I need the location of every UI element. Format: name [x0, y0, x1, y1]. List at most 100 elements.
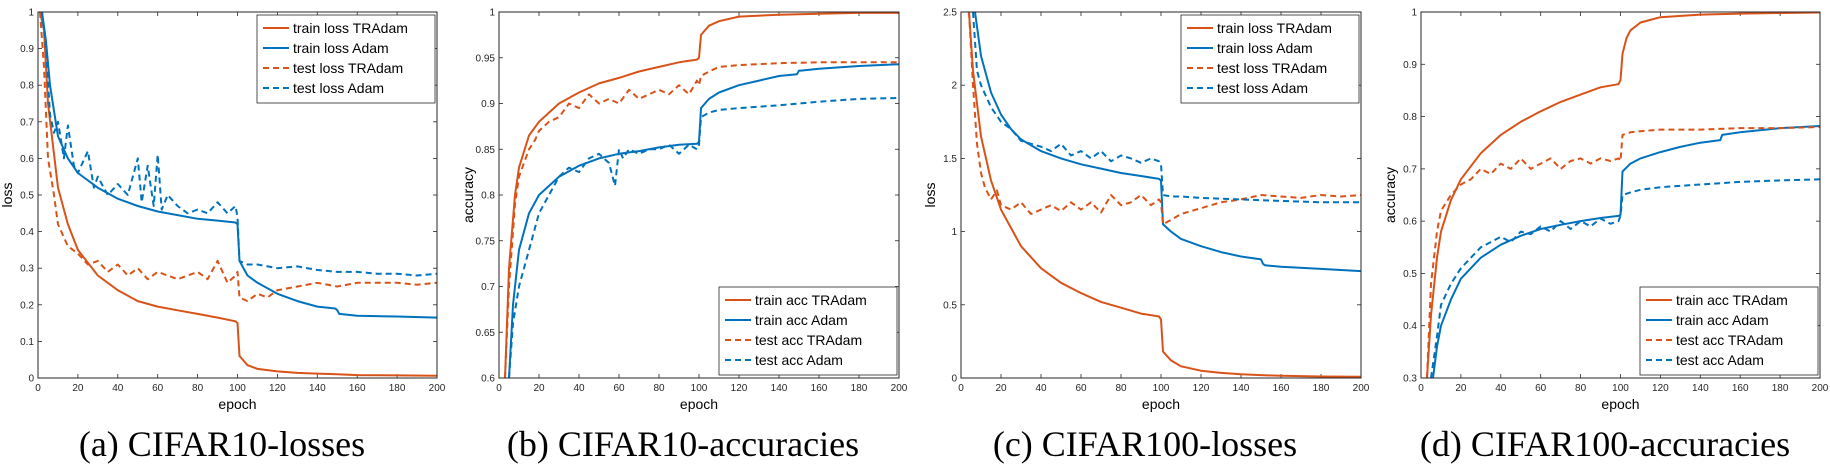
x-tick-label: 100	[691, 383, 708, 394]
panel-caption: (c) CIFAR100-losses	[993, 424, 1297, 464]
y-tick-label: 0.7	[20, 117, 34, 128]
legend-label: train acc TRAdam	[755, 292, 867, 308]
series-group	[39, 12, 437, 377]
series-group	[968, 12, 1361, 378]
y-tick-label: 0.5	[1403, 269, 1417, 280]
x-tick-label: 200	[891, 383, 908, 394]
series-line-4	[508, 97, 899, 378]
y-tick-label: 0.6	[481, 374, 495, 385]
plot-area-frame	[1420, 11, 1821, 379]
legend-label: test loss TRAdam	[1217, 60, 1327, 76]
y-tick-label: 1	[1411, 8, 1417, 19]
y-tick-label: 0.9	[1403, 60, 1417, 71]
x-tick-label: 80	[653, 383, 665, 394]
x-tick-label: 20	[1455, 383, 1467, 394]
x-tick-label: 160	[349, 383, 366, 394]
y-tick-label: 1	[489, 8, 495, 19]
series-line-4	[972, 12, 1361, 204]
x-tick-label: 180	[1772, 383, 1789, 394]
x-tick-label: 180	[389, 383, 406, 394]
x-axis-label: epoch	[1601, 396, 1639, 412]
x-tick-label: 60	[1075, 383, 1087, 394]
y-tick-label: 2.5	[943, 8, 957, 19]
legend-label: test acc TRAdam	[1676, 332, 1783, 348]
y-tick-label: 0.8	[1403, 112, 1417, 123]
x-tick-label: 80	[1575, 383, 1587, 394]
series-line-3	[1426, 126, 1820, 378]
series-line-1	[39, 12, 437, 377]
y-axis-label: accuracy	[1382, 167, 1398, 223]
y-tick-label: 0.6	[1403, 217, 1417, 228]
legend-label: test acc Adam	[755, 352, 843, 368]
x-tick-label: 60	[613, 383, 625, 394]
legend: train acc TRAdam train acc Adam test acc T…	[1639, 286, 1819, 376]
x-tick-label: 180	[1313, 383, 1330, 394]
series-line-2	[1432, 125, 1820, 378]
series-line-3	[39, 12, 437, 303]
legend: train loss TRAdam train loss Adam test los…	[1180, 14, 1360, 104]
x-tick-label: 40	[573, 383, 585, 394]
y-tick-label: 0.5	[20, 191, 34, 202]
chart-panel-3: 0 20 40 60 80 100 120 140 160 180 200 0 0.5 1 1.5 2 2.5 e…	[922, 8, 1370, 465]
x-tick-label: 100	[229, 383, 246, 394]
series-line-1	[504, 12, 899, 378]
y-tick-label: 0.1	[20, 337, 34, 348]
y-tick-label: 0.9	[20, 44, 34, 55]
x-tick-label: 140	[1233, 383, 1250, 394]
plot-area-frame	[37, 11, 438, 379]
y-axis-label: loss	[0, 183, 15, 208]
x-tick-label: 140	[771, 383, 788, 394]
x-tick-label: 60	[152, 383, 164, 394]
x-tick-label: 40	[1495, 383, 1507, 394]
y-tick-label: 0.4	[20, 227, 34, 238]
x-tick-label: 200	[1353, 383, 1370, 394]
y-tick-label: 0	[951, 374, 957, 385]
x-tick-label: 160	[1273, 383, 1290, 394]
x-tick-label: 120	[269, 383, 286, 394]
series-line-3	[504, 61, 899, 378]
series-line-1	[1426, 12, 1820, 378]
y-tick-label: 0.4	[1403, 321, 1417, 332]
y-tick-label: 0.75	[476, 236, 496, 247]
series-line-4	[41, 12, 437, 277]
x-tick-label: 180	[851, 383, 868, 394]
x-tick-label: 20	[533, 383, 545, 394]
x-tick-label: 0	[35, 383, 41, 394]
legend-label: test loss TRAdam	[293, 60, 403, 76]
x-tick-label: 80	[192, 383, 204, 394]
legend-label: train loss Adam	[1217, 40, 1313, 56]
x-axis-label: epoch	[1142, 396, 1180, 412]
x-tick-label: 160	[1732, 383, 1749, 394]
chart-panel-2: 0 20 40 60 80 100 120 140 160 180 200 0.6 0.65 0.7 0.7…	[460, 8, 908, 465]
x-axis-label: epoch	[680, 396, 718, 412]
x-tick-label: 120	[731, 383, 748, 394]
x-tick-label: 140	[309, 383, 326, 394]
y-tick-label: 1	[28, 8, 34, 19]
series-line-2	[508, 63, 899, 378]
y-axis-label: loss	[922, 183, 938, 208]
y-tick-label: 0.3	[1403, 374, 1417, 385]
x-tick-label: 120	[1652, 383, 1669, 394]
y-tick-label: 0.9	[481, 99, 495, 110]
legend-label: test acc Adam	[1676, 352, 1764, 368]
y-tick-label: 0.7	[481, 282, 495, 293]
plot-area-frame	[960, 11, 1362, 379]
legend: train loss TRAdam train loss Adam test los…	[256, 14, 436, 104]
legend-label: test loss Adam	[1217, 80, 1308, 96]
series-group	[504, 12, 899, 378]
legend-label: train acc Adam	[1676, 312, 1769, 328]
x-tick-label: 120	[1193, 383, 1210, 394]
x-tick-label: 100	[1153, 383, 1170, 394]
plot-area-frame	[498, 11, 900, 379]
y-tick-label: 0.7	[1403, 164, 1417, 175]
x-tick-label: 40	[112, 383, 124, 394]
panel-caption: (d) CIFAR100-accuracies	[1420, 424, 1790, 464]
x-tick-label: 20	[995, 383, 1007, 394]
legend: train acc TRAdam train acc Adam test acc T…	[718, 286, 898, 376]
y-tick-label: 0	[28, 374, 34, 385]
legend-label: train loss Adam	[293, 40, 389, 56]
y-tick-label: 0.85	[476, 145, 496, 156]
panel-caption: (a) CIFAR10-losses	[79, 424, 365, 464]
legend-label: test loss Adam	[293, 80, 384, 96]
